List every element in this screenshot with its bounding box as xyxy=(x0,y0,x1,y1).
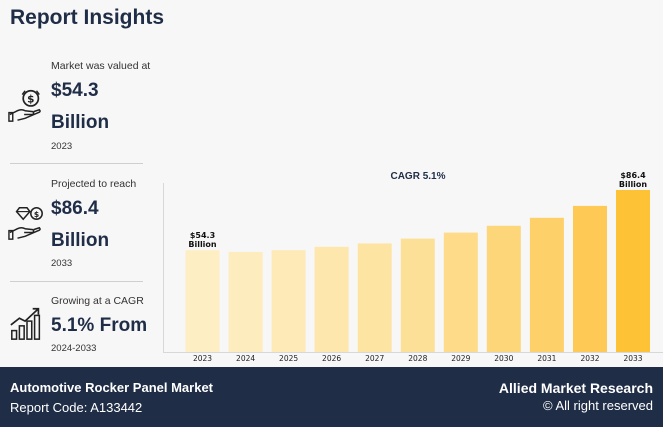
stat-value: $54.3 xyxy=(51,80,99,101)
bar-2026 xyxy=(314,246,349,352)
stat-year: 2033 xyxy=(51,258,73,269)
data-label: $54.3 xyxy=(190,231,215,240)
data-label-unit: Billion xyxy=(188,240,217,249)
stat-label: Market was valued at xyxy=(51,60,151,72)
x-tick-label: 2025 xyxy=(279,354,298,363)
x-tick-label: 2027 xyxy=(365,354,384,363)
stat-value-unit: Billion xyxy=(51,112,110,133)
bar-chart: CAGR 5.1% 2023 2024 2025 2026 2027 2028 2029 20… xyxy=(163,171,663,363)
divider xyxy=(10,281,143,282)
bar-2027 xyxy=(357,243,392,352)
x-tick-label: 2028 xyxy=(408,354,427,363)
x-tick-label: 2023 xyxy=(193,354,212,363)
svg-text:$: $ xyxy=(27,94,34,106)
brand-name: Allied Market Research xyxy=(498,380,653,396)
stat-value: $86.4 xyxy=(51,198,99,219)
stat-year-range: 2024-2033 xyxy=(51,343,97,354)
growth-chart-icon xyxy=(10,307,41,340)
stat-value-unit: Billion xyxy=(51,230,110,251)
data-label: $86.4 xyxy=(620,171,646,180)
page-title: Report Insights xyxy=(10,6,165,29)
bar-2032 xyxy=(573,205,607,352)
bar-2025 xyxy=(271,250,306,352)
x-tick-label: 2026 xyxy=(322,354,341,363)
divider xyxy=(10,163,143,164)
bar-2023 xyxy=(185,250,220,352)
rights-text: © All right reserved xyxy=(542,398,653,413)
diamond-hand-icon: $ xyxy=(8,207,43,240)
x-tick-label: 2032 xyxy=(580,354,599,363)
footer-bar: Automotive Rocker Panel Market Report Co… xyxy=(0,367,663,427)
bar-2028 xyxy=(400,238,435,352)
bar-2024 xyxy=(228,251,263,352)
stat-value: 5.1% From xyxy=(51,315,148,336)
x-tick-label: 2031 xyxy=(537,354,556,363)
report-code: Report Code: A133442 xyxy=(10,400,143,415)
market-name: Automotive Rocker Panel Market xyxy=(10,380,214,395)
x-tick-label: 2033 xyxy=(623,354,642,363)
x-tick-label: 2024 xyxy=(236,354,255,363)
x-tick-label: 2030 xyxy=(494,354,513,363)
svg-text:$: $ xyxy=(34,210,39,219)
stat-label: Growing at a CAGR xyxy=(51,295,144,307)
stat-label: Projected to reach xyxy=(51,178,137,190)
stat-year: 2023 xyxy=(51,141,73,152)
chart-title: CAGR 5.1% xyxy=(390,171,445,182)
bar-2030 xyxy=(486,225,521,352)
bar-2033 xyxy=(616,190,650,352)
x-tick-label: 2029 xyxy=(451,354,470,363)
bar-2029 xyxy=(443,232,478,352)
bar-2031 xyxy=(529,217,564,352)
data-label-unit: Billion xyxy=(619,180,648,189)
money-hand-icon: $ xyxy=(8,89,41,122)
